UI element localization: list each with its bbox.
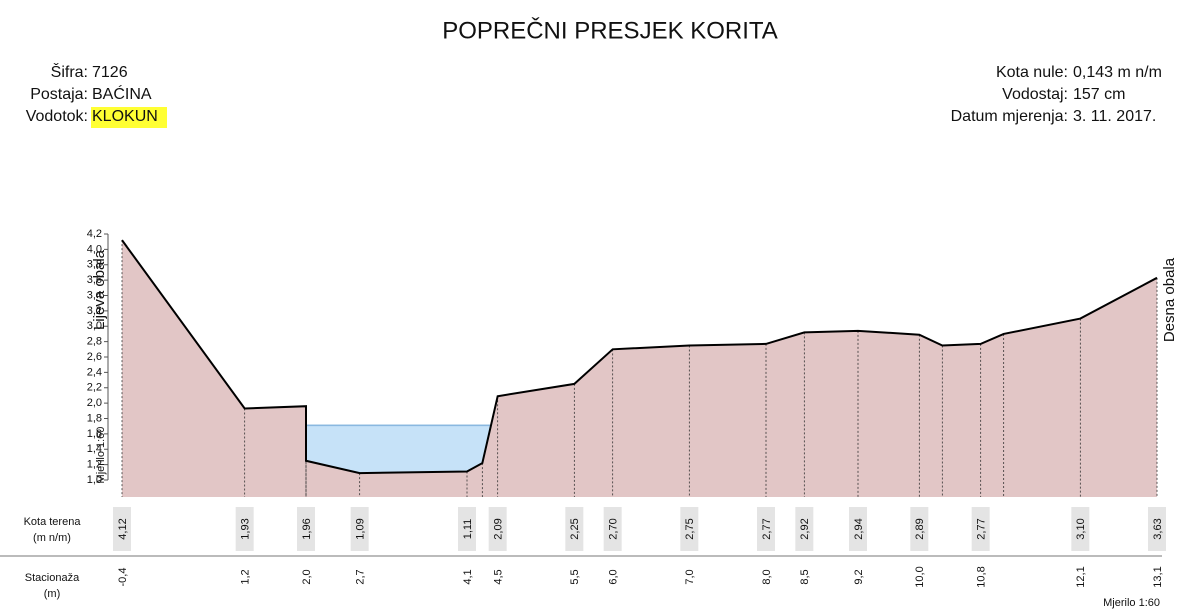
ground-label: 2,77 [976, 518, 988, 539]
ground-label: 1,96 [301, 518, 313, 539]
y-tick-label: 3,6 [87, 274, 102, 286]
ground-label: 3,10 [1075, 518, 1087, 539]
y-tick-label: 1,8 [87, 412, 102, 424]
y-tick-label: 1,2 [87, 459, 102, 471]
label-box [1071, 507, 1090, 551]
info-value: 7126 [92, 64, 128, 81]
y-tick-label: 1,4 [87, 443, 102, 455]
label-box [849, 507, 867, 551]
y-tick-label: 4,2 [87, 228, 102, 240]
label-box [458, 507, 476, 551]
left-bank-label: Lijeva obala [91, 249, 108, 330]
station-label: 8,0 [761, 569, 773, 584]
ground-label: 2,89 [914, 518, 926, 539]
y-tick-label: 4,0 [87, 243, 102, 255]
y-tick-label: 1,0 [87, 474, 102, 486]
station-label: 4,1 [462, 569, 474, 584]
row-label: Stacionaža [25, 572, 80, 584]
ground-label: 2,94 [853, 518, 865, 539]
chart-title: POPREČNI PRESJEK KORITA [442, 16, 778, 44]
ground-label: 1,09 [355, 518, 367, 539]
scale-label: Mjerilo 1:60 [95, 427, 107, 484]
label-box [680, 507, 699, 551]
y-tick-label: 3,4 [87, 289, 102, 301]
label-box [113, 507, 131, 551]
label-box [565, 507, 584, 551]
ground-label: 1,11 [462, 519, 474, 540]
row-label: (m) [44, 588, 61, 600]
info-value: KLOKUN [92, 108, 158, 125]
info-label: Postaja: [30, 86, 88, 103]
water-body [306, 425, 491, 474]
station-label: 2,7 [355, 569, 367, 584]
info-label: Datum mjerenja: [951, 108, 1068, 125]
ground-label: 2,25 [569, 518, 581, 539]
station-label: 10,8 [976, 566, 988, 587]
label-box [971, 507, 990, 551]
station-label: 9,2 [853, 569, 865, 584]
y-tick-label: 3,2 [87, 305, 102, 317]
station-label: 12,1 [1075, 566, 1087, 587]
ground-label: 1,93 [240, 518, 252, 539]
station-label: 7,0 [684, 569, 696, 584]
profile-line [121, 239, 1158, 475]
highlight [91, 107, 167, 128]
y-tick-label: 3,8 [87, 259, 102, 271]
station-label: -0,4 [117, 568, 129, 587]
y-tick-label: 2,2 [87, 382, 102, 394]
info-label: Šifra: [51, 62, 88, 81]
label-box [795, 507, 814, 551]
scale-label: Mjerilo 1:60 [1103, 597, 1160, 609]
ground-label: 2,09 [493, 518, 505, 539]
ground-label: 2,70 [608, 518, 620, 539]
ground-label: 2,75 [684, 518, 696, 539]
station-label: 13,1 [1152, 566, 1164, 587]
y-tick-label: 3,0 [87, 320, 102, 332]
label-box [235, 507, 254, 551]
label-box [1148, 507, 1166, 551]
label-box [488, 507, 507, 551]
ground [122, 240, 1157, 497]
info-value: 0,143 m n/m [1073, 64, 1162, 81]
ground-label: 3,63 [1152, 518, 1164, 539]
right-bank-label: Desna obala [1161, 257, 1178, 342]
y-tick-label: 2,0 [87, 397, 102, 409]
info-value: 157 cm [1073, 86, 1125, 103]
info-label: Kota nule: [996, 64, 1068, 81]
label-box [350, 507, 369, 551]
label-box [603, 507, 622, 551]
station-label: 5,5 [569, 569, 581, 584]
station-label: 6,0 [608, 569, 620, 584]
row-label: Kota terena [24, 516, 82, 528]
station-label: 4,5 [493, 569, 505, 584]
ground-label: 2,92 [799, 518, 811, 539]
station-label: 2,0 [301, 569, 313, 584]
y-tick-label: 2,6 [87, 351, 102, 363]
info-value: BAĆINA [92, 84, 152, 103]
y-tick-label: 1,6 [87, 428, 102, 440]
y-tick-label: 2,8 [87, 336, 102, 348]
ground-label: 2,77 [761, 518, 773, 539]
row-label: (m n/m) [33, 532, 71, 544]
label-box [757, 507, 775, 551]
station-label: 10,0 [914, 566, 926, 587]
info-value: 3. 11. 2017. [1073, 108, 1156, 125]
info-label: Vodotok: [26, 108, 88, 125]
y-tick-label: 2,4 [87, 366, 102, 378]
label-box [297, 507, 315, 551]
label-box [910, 507, 929, 551]
ground-label: 4,12 [117, 518, 129, 539]
station-label: 8,5 [799, 569, 811, 584]
info-label: Vodostaj: [1002, 86, 1068, 103]
station-label: 1,2 [240, 569, 252, 584]
